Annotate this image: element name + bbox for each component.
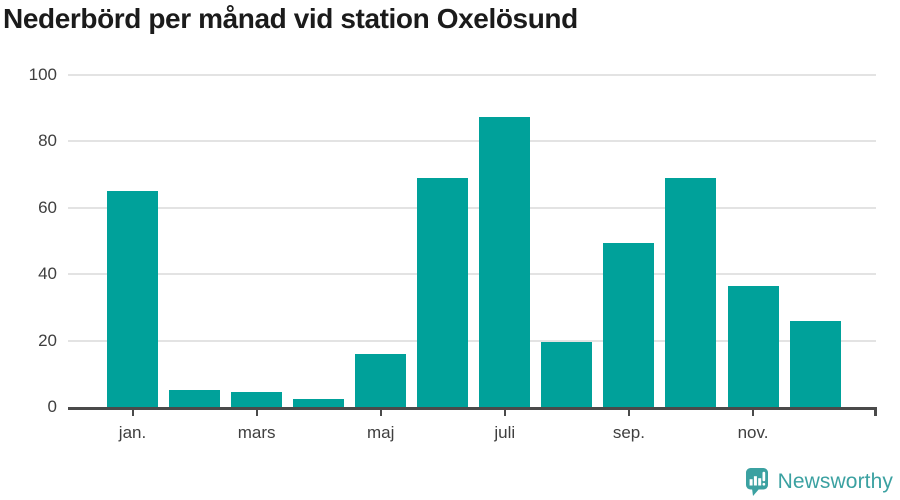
plot-area: jan. mars maj juli sep. nov. [68, 74, 877, 442]
bar [231, 392, 283, 407]
x-axis-tick [627, 410, 630, 416]
x-axis-tick [503, 410, 506, 416]
y-axis-label: 80 [38, 131, 57, 151]
x-axis-label: mars [237, 423, 276, 442]
y-axis-label: 20 [38, 330, 57, 350]
newsworthy-logo-text: Newsworthy [777, 470, 893, 493]
gridline [68, 273, 876, 276]
y-axis-label: 100 [28, 65, 57, 84]
bar [789, 320, 841, 407]
bar [603, 242, 655, 407]
x-axis-label: sep. [612, 423, 645, 442]
chart-title: Nederbörd per månad vid station Oxelösun… [3, 3, 578, 34]
bar [417, 177, 469, 407]
newsworthy-logo: Newsworthy [745, 467, 893, 497]
bar [541, 342, 593, 407]
bar [665, 177, 717, 407]
x-axis-label: nov. [737, 423, 769, 442]
bar [355, 353, 407, 407]
x-axis-end-tick [874, 407, 877, 416]
x-axis-line [68, 407, 877, 410]
x-axis-label: jan. [118, 423, 147, 442]
y-axis-label: 60 [38, 197, 57, 217]
x-axis-label: juli [494, 423, 516, 442]
y-axis-label: 0 [47, 397, 57, 416]
x-axis-tick [379, 410, 382, 416]
x-axis-tick [131, 410, 134, 416]
gridline [68, 206, 876, 209]
bar [169, 390, 221, 407]
x-axis-tick [255, 410, 258, 416]
gridline [68, 339, 876, 342]
x-axis-label: maj [366, 423, 395, 442]
bar [727, 285, 779, 407]
gridline [68, 140, 876, 143]
gridline [68, 74, 876, 76]
bar [107, 191, 158, 407]
x-axis-tick [752, 410, 754, 416]
newsworthy-logo-icon [745, 468, 768, 496]
y-axis-label: 40 [38, 264, 57, 284]
bar [293, 398, 345, 407]
bar [479, 116, 531, 407]
y-axis-labels: 0 20 40 60 80 100 [0, 65, 57, 416]
